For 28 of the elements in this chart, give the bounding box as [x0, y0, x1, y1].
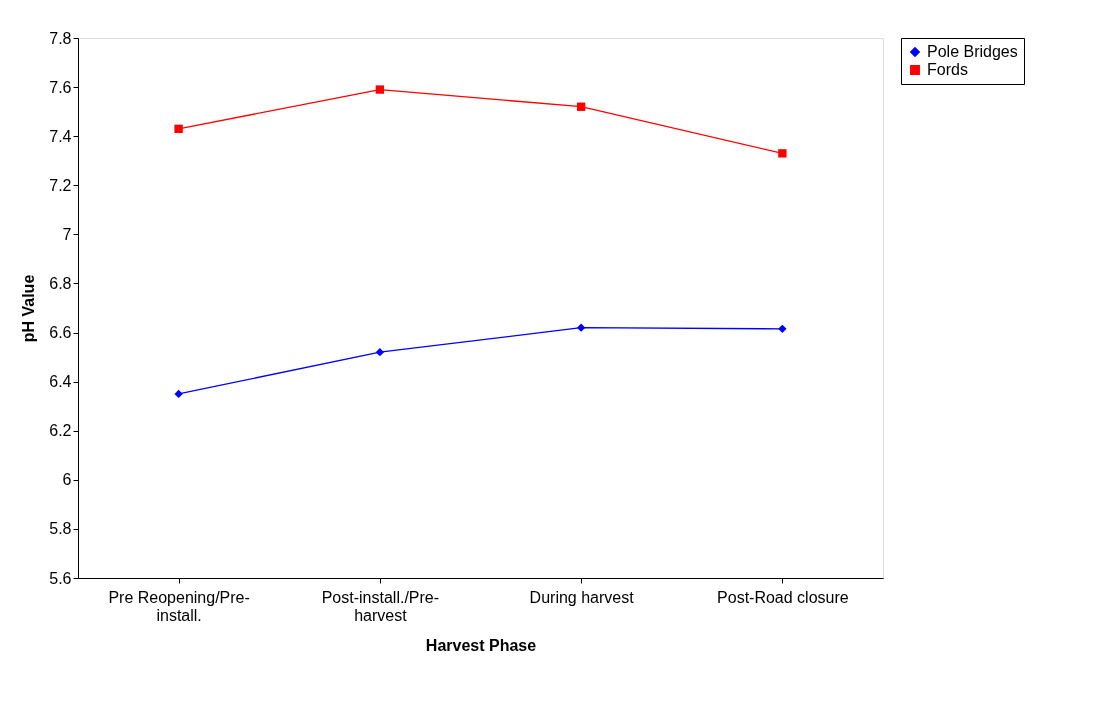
y-tick-label: 6: [62, 471, 72, 489]
x-tick-label: Post-install./Pre-harvest: [321, 588, 440, 624]
x-axis-title: Harvest Phase: [425, 636, 537, 654]
y-tick-label: 6.2: [49, 422, 72, 440]
y-tick-label: 5.8: [49, 520, 72, 538]
legend-label: Pole Bridges: [927, 43, 1018, 60]
point: [778, 149, 787, 158]
y-tick-label: 6.4: [49, 373, 72, 391]
point: [174, 124, 183, 133]
point: [375, 85, 385, 94]
y-tick-label: 7.2: [49, 176, 72, 194]
y-tick-label: 7.4: [49, 127, 72, 145]
y-tick-label: 6.8: [49, 274, 72, 292]
y-tick-label: 6.6: [49, 324, 72, 342]
y-tick-label: 7: [62, 225, 72, 243]
legend-label: Fords: [927, 61, 968, 78]
point: [576, 102, 586, 111]
y-axis-title: pH Value: [20, 274, 38, 343]
y-tick-label: 7.6: [49, 78, 72, 96]
y-tick-label: 5.6: [49, 569, 72, 587]
point: [174, 389, 183, 399]
point: [375, 348, 385, 357]
x-tick-label: Post-Road closure: [717, 588, 849, 606]
y-tick-label: 7.8: [49, 29, 72, 47]
point: [778, 324, 787, 334]
point: [576, 323, 586, 332]
x-tick-label: Pre Reopening/Pre-install.: [108, 588, 250, 624]
x-tick-label: During harvest: [529, 588, 635, 606]
